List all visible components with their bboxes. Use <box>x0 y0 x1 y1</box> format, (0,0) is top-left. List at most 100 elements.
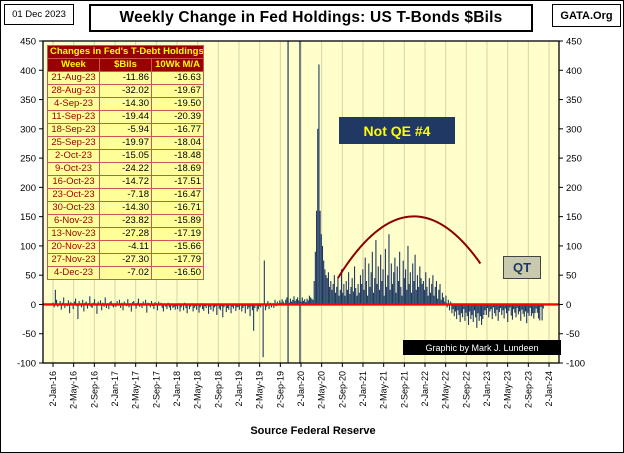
qt-annotation: QT <box>503 256 541 279</box>
table-cell-ma: -15.66 <box>151 240 204 254</box>
table-cell-week: 28-Aug-23 <box>47 84 100 98</box>
x-axis-labels: 2-Jan-16 2-May-16 2-Sep-16 2-Jan-17 2-May-17… <box>48 363 554 409</box>
not-qe-annotation: Not QE #4 <box>339 117 455 144</box>
date-label: 01 Dec 2023 <box>4 4 74 25</box>
table-cell-bils: -14.30 <box>99 201 152 215</box>
table-cell-bils: -27.30 <box>99 253 152 267</box>
gata-org-label: GATA.Org <box>552 4 621 27</box>
svg-text:2-Sep-21: 2-Sep-21 <box>399 371 409 408</box>
svg-text:2-Jan-17: 2-Jan-17 <box>110 371 120 407</box>
svg-text:200: 200 <box>566 183 582 194</box>
table-cell-bils: -11.86 <box>99 71 152 85</box>
svg-text:150: 150 <box>20 212 36 223</box>
svg-text:2-May-23: 2-May-23 <box>503 371 513 409</box>
table-row: 23-Oct-23 -7.18 -16.47 <box>47 188 204 202</box>
table-cell-bils: -7.18 <box>99 188 152 202</box>
svg-text:100: 100 <box>20 241 36 252</box>
table-cell-ma: -18.69 <box>151 162 204 176</box>
table-cell-ma: -16.50 <box>151 266 204 280</box>
table-cell-ma: -18.48 <box>151 149 204 163</box>
svg-text:2-Jan-20: 2-Jan-20 <box>296 371 306 407</box>
svg-text:400: 400 <box>20 66 36 77</box>
chart-title: Weekly Change in Fed Holdings: US T-Bond… <box>89 4 533 32</box>
svg-text:0: 0 <box>566 300 571 311</box>
svg-text:2-May-19: 2-May-19 <box>255 371 265 409</box>
svg-text:2-Sep-19: 2-Sep-19 <box>275 371 285 408</box>
svg-text:400: 400 <box>566 66 582 77</box>
table-cell-bils: -19.97 <box>99 136 152 150</box>
svg-text:300: 300 <box>566 124 582 135</box>
svg-text:2-May-20: 2-May-20 <box>317 371 327 409</box>
table-cell-week: 6-Nov-23 <box>47 214 100 228</box>
table-row: 4-Sep-23 -14.30 -19.50 <box>47 97 204 111</box>
svg-text:350: 350 <box>566 95 582 106</box>
svg-text:2-May-22: 2-May-22 <box>441 371 451 409</box>
svg-text:-50: -50 <box>566 329 580 340</box>
source-label: Source Federal Reserve <box>250 425 376 437</box>
svg-text:450: 450 <box>20 37 36 48</box>
table-cell-week: 25-Sep-23 <box>47 136 100 150</box>
table-cell-ma: -16.47 <box>151 188 204 202</box>
table-cell-ma: -18.04 <box>151 136 204 150</box>
svg-text:-100: -100 <box>17 359 36 370</box>
table-cell-week: 18-Sep-23 <box>47 123 100 137</box>
table-col-week: Week <box>47 58 100 72</box>
table-cell-week: 20-Nov-23 <box>47 240 100 254</box>
svg-text:2-Sep-22: 2-Sep-22 <box>461 371 471 408</box>
table-row: 25-Sep-23 -19.97 -18.04 <box>47 136 204 150</box>
table-cell-bils: -19.44 <box>99 110 152 124</box>
table-row: 13-Nov-23 -27.28 -17.19 <box>47 227 204 241</box>
table-cell-week: 4-Sep-23 <box>47 97 100 111</box>
svg-text:2-May-21: 2-May-21 <box>379 371 389 409</box>
table-cell-week: 16-Oct-23 <box>47 175 100 189</box>
table-cell-ma: -20.39 <box>151 110 204 124</box>
svg-text:250: 250 <box>20 154 36 165</box>
svg-text:250: 250 <box>566 154 582 165</box>
table-row: 6-Nov-23 -23.82 -15.89 <box>47 214 204 228</box>
svg-text:450: 450 <box>566 37 582 48</box>
table-title: Changes in Fed's T-Debt Holdings <box>47 45 204 59</box>
table-row: 27-Nov-23 -27.30 -17.79 <box>47 253 204 267</box>
credit-badge: Graphic by Mark J. Lundeen <box>403 340 561 355</box>
table-row: 9-Oct-23 -24.22 -18.69 <box>47 162 204 176</box>
svg-text:2-Jan-22: 2-Jan-22 <box>420 371 430 407</box>
svg-text:2-Jan-19: 2-Jan-19 <box>234 371 244 407</box>
table-cell-ma: -19.67 <box>151 84 204 98</box>
table-col-bils: $Bils <box>99 58 152 72</box>
holdings-table: Changes in Fed's T-Debt Holdings Week $B… <box>47 45 204 280</box>
table-cell-bils: -32.02 <box>99 84 152 98</box>
svg-text:-50: -50 <box>22 329 36 340</box>
table-cell-bils: -24.22 <box>99 162 152 176</box>
svg-text:2-Jan-21: 2-Jan-21 <box>358 371 368 407</box>
table-cell-ma: -15.89 <box>151 214 204 228</box>
table-cell-week: 11-Sep-23 <box>47 110 100 124</box>
table-cell-bils: -27.28 <box>99 227 152 241</box>
svg-text:2-May-17: 2-May-17 <box>131 371 141 409</box>
svg-text:2-Sep-16: 2-Sep-16 <box>89 371 99 408</box>
svg-text:2-May-16: 2-May-16 <box>69 371 79 409</box>
table-cell-bils: -15.05 <box>99 149 152 163</box>
table-row: 20-Nov-23 -4.11 -15.66 <box>47 240 204 254</box>
marker-lines-group <box>287 41 301 363</box>
svg-text:2-Sep-18: 2-Sep-18 <box>213 371 223 408</box>
svg-text:200: 200 <box>20 183 36 194</box>
table-row: 21-Aug-23 -11.86 -16.63 <box>47 71 204 85</box>
svg-text:100: 100 <box>566 241 582 252</box>
table-cell-ma: -19.50 <box>151 97 204 111</box>
y-axis-labels: 450 450 400 400 350 350 300 300 250 250 200 200 150 1… <box>17 37 585 370</box>
svg-text:2-Sep-20: 2-Sep-20 <box>337 371 347 408</box>
svg-text:50: 50 <box>566 271 577 282</box>
svg-text:2-May-18: 2-May-18 <box>193 371 203 409</box>
table-col-ma: 10Wk M/A <box>151 58 204 72</box>
table-cell-bils: -23.82 <box>99 214 152 228</box>
table-cell-bils: -14.30 <box>99 97 152 111</box>
table-cell-ma: -16.77 <box>151 123 204 137</box>
table-row: 28-Aug-23 -32.02 -19.67 <box>47 84 204 98</box>
svg-text:2-Sep-23: 2-Sep-23 <box>523 371 533 408</box>
svg-text:2-Jan-24: 2-Jan-24 <box>544 371 554 407</box>
svg-text:2-Jan-16: 2-Jan-16 <box>48 371 58 407</box>
table-cell-ma: -16.63 <box>151 71 204 85</box>
table-row: 11-Sep-23 -19.44 -20.39 <box>47 110 204 124</box>
